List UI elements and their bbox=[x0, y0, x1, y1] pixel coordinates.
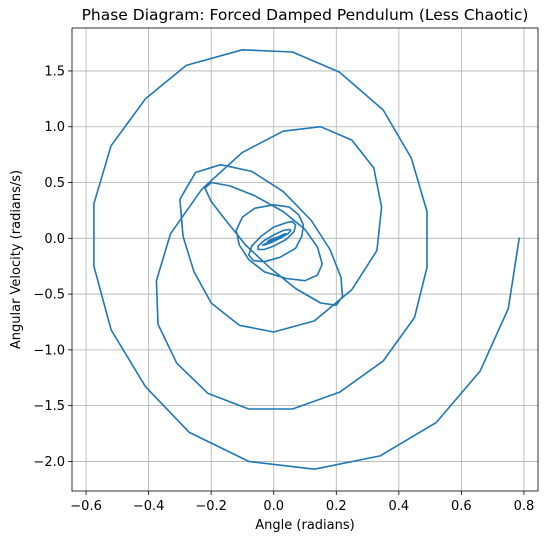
y-tick-label: 0.5 bbox=[44, 176, 65, 191]
y-tick-label: −2.0 bbox=[33, 455, 65, 470]
x-tick-label: −0.6 bbox=[70, 499, 102, 514]
x-tick-label: 0.4 bbox=[388, 499, 409, 514]
x-tick-label: −0.2 bbox=[195, 499, 227, 514]
series-layer bbox=[93, 48, 521, 471]
phase-trajectory-line bbox=[93, 48, 521, 471]
y-tick-label: 0.0 bbox=[44, 232, 65, 247]
y-tick-label: 1.0 bbox=[44, 120, 65, 135]
x-tick-label: 0.8 bbox=[514, 499, 535, 514]
grid-lines bbox=[72, 28, 538, 491]
y-tick-label: −0.5 bbox=[33, 288, 65, 303]
ticks: −0.6 −0.4 −0.2 0.0 0.2 0.4 0.6 0.8 −2.0 −1.5 −1.0 −… bbox=[33, 64, 534, 514]
y-tick-label: 1.5 bbox=[44, 64, 65, 79]
x-tick-label: −0.4 bbox=[133, 499, 165, 514]
x-axis-label: Angle (radians) bbox=[255, 518, 354, 533]
x-tick-label: 0.0 bbox=[263, 499, 284, 514]
chart-title: Phase Diagram: Forced Damped Pendulum (L… bbox=[82, 6, 529, 24]
y-tick-label: −1.5 bbox=[33, 399, 65, 414]
x-tick-label: 0.6 bbox=[451, 499, 472, 514]
y-axis-label: Angular Velocity (radians/s) bbox=[9, 170, 24, 349]
plot-frame bbox=[71, 27, 539, 492]
x-tick-label: 0.2 bbox=[326, 499, 347, 514]
y-tick-label: −1.0 bbox=[33, 343, 65, 358]
